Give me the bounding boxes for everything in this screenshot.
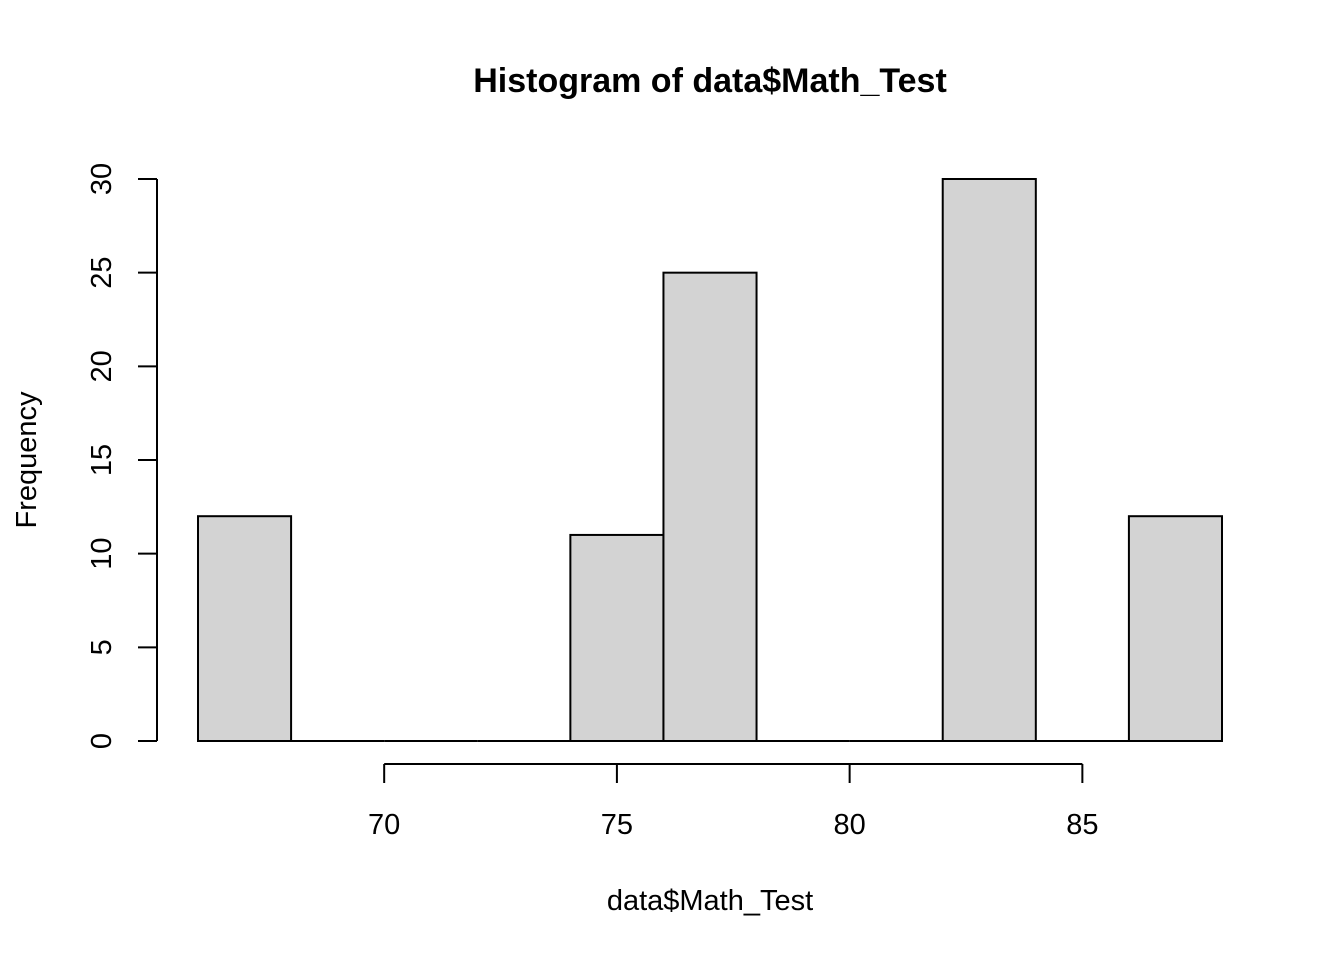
x-tick-label: 80 <box>834 809 866 841</box>
y-tick-label: 30 <box>86 163 118 195</box>
y-tick-label: 15 <box>86 444 118 476</box>
histogram-bar <box>662 271 758 742</box>
y-axis: 0 5 10 15 20 25 30 <box>86 163 158 749</box>
histogram-bar <box>569 533 665 743</box>
y-tick-label: 10 <box>86 538 118 570</box>
chart-title: Histogram of data$Math_Test <box>473 62 947 100</box>
histogram-bar <box>941 178 1037 742</box>
x-tick-label: 70 <box>368 809 400 841</box>
y-tick-label: 5 <box>86 639 118 655</box>
x-axis-label: data$Math_Test <box>607 885 813 917</box>
y-axis-label: Frequency <box>11 391 43 529</box>
y-tick-label: 0 <box>86 733 118 749</box>
histogram-bar <box>1127 515 1223 743</box>
x-axis: 70 75 80 85 <box>368 763 1098 841</box>
x-tick-label: 75 <box>601 809 633 841</box>
bars-group <box>197 178 1223 743</box>
histogram-bar <box>197 515 293 743</box>
x-tick-label: 85 <box>1066 809 1098 841</box>
y-tick-label: 20 <box>86 350 118 382</box>
y-tick-label: 25 <box>86 257 118 289</box>
